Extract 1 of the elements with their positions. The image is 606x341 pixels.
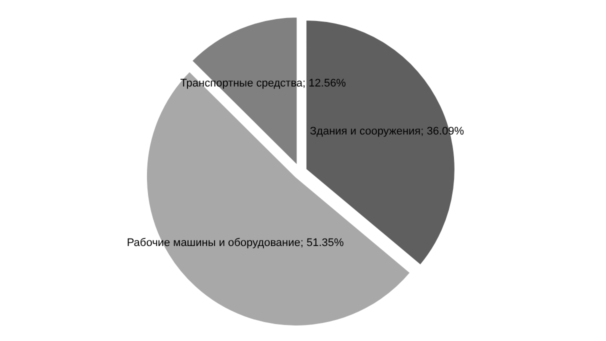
slice-label: Рабочие машины и оборудование; 51.35% [126,236,344,249]
